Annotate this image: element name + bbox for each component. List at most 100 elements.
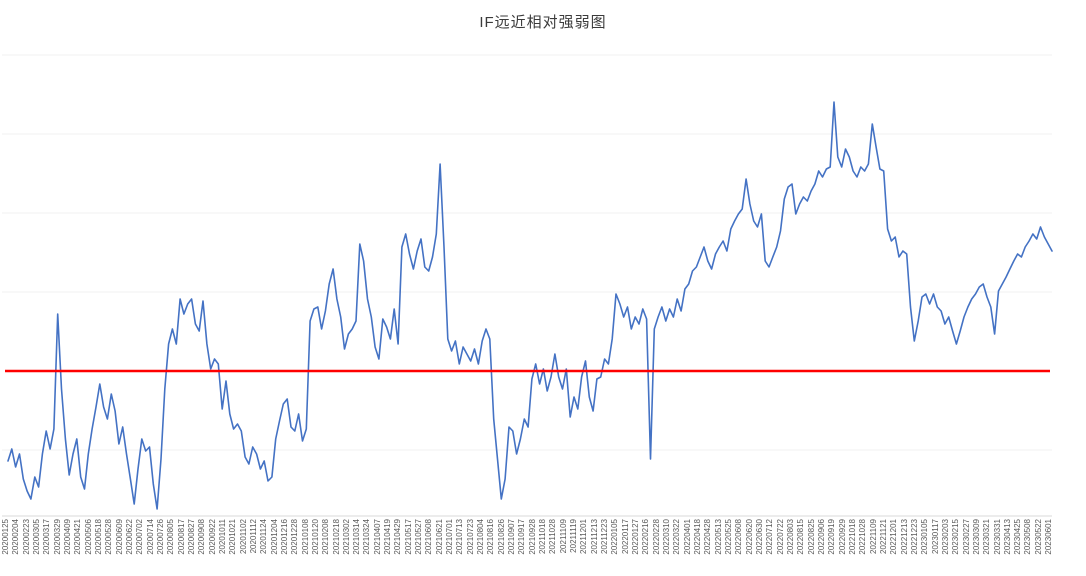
x-tick-label: 20220803 xyxy=(785,519,795,555)
x-tick-label: 20200702 xyxy=(135,519,145,555)
x-tick-label: 20220712 xyxy=(765,519,775,555)
chart-title: IF远近相对强弱图 xyxy=(479,14,607,31)
x-tick-label: 20210429 xyxy=(393,519,403,555)
x-tick-label: 20210527 xyxy=(414,519,424,555)
x-tick-label: 20220117 xyxy=(620,519,630,554)
x-tick-label: 20200805 xyxy=(166,519,176,555)
x-tick-label: 20230413 xyxy=(1002,519,1012,555)
x-tick-label: 20220722 xyxy=(775,519,785,555)
x-tick-label: 20220919 xyxy=(827,519,837,555)
x-tick-label: 20220513 xyxy=(713,519,723,555)
x-tick-label: 20200518 xyxy=(93,519,103,555)
x-tick-label: 20211119 xyxy=(569,519,579,553)
x-tick-label: 20210928 xyxy=(527,519,537,555)
x-tick-label: 20200204 xyxy=(11,519,21,555)
x-tick-label: 20221028 xyxy=(858,519,868,555)
x-tick-label: 20210621 xyxy=(434,519,444,555)
x-tick-label: 20200726 xyxy=(155,519,165,555)
x-tick-label: 20220401 xyxy=(682,519,692,555)
x-tick-label: 20211201 xyxy=(579,519,589,554)
x-tick-label: 20211028 xyxy=(548,519,558,554)
x-tick-label: 20221223 xyxy=(909,519,919,555)
x-tick-label: 20221121 xyxy=(878,519,888,554)
x-tick-label: 20210314 xyxy=(352,519,362,555)
x-tick-label: 20200922 xyxy=(207,519,217,555)
x-tick-label: 20220620 xyxy=(744,519,754,555)
x-tick-label: 20200305 xyxy=(31,519,41,555)
x-tick-label: 20230309 xyxy=(971,519,981,555)
x-tick-label: 20220525 xyxy=(723,519,733,555)
x-tick-label: 20220815 xyxy=(796,519,806,555)
x-tick-label: 20210608 xyxy=(424,519,434,555)
x-tick-label: 20221213 xyxy=(899,519,909,555)
x-tick-label: 20201228 xyxy=(290,519,300,555)
x-tick-label: 20210701 xyxy=(445,519,455,555)
x-tick-label: 20211018 xyxy=(538,519,548,554)
x-tick-label: 20200609 xyxy=(114,519,124,555)
x-tick-label: 20230321 xyxy=(982,519,992,555)
x-tick-label: 20230215 xyxy=(951,519,961,555)
x-tick-label: 20220216 xyxy=(641,519,651,555)
x-tick-label: 20220228 xyxy=(651,519,661,555)
x-tick-label: 20200817 xyxy=(176,519,186,555)
x-tick-label: 20201021 xyxy=(228,519,238,555)
x-tick-label: 20211109 xyxy=(558,519,568,554)
x-tick-label: 20220825 xyxy=(806,519,816,555)
x-tick-label: 20210108 xyxy=(300,519,310,555)
x-tick-label: 20230105 xyxy=(920,519,930,555)
x-tick-label: 20201216 xyxy=(279,519,289,555)
x-tick-label: 20220310 xyxy=(662,519,671,555)
x-tick-label: 20230601 xyxy=(1044,519,1054,555)
x-tick-label: 20230425 xyxy=(1013,519,1023,555)
x-tick-label: 20210208 xyxy=(321,519,331,555)
x-tick-label: 20230508 xyxy=(1023,519,1033,555)
x-tick-label: 20220105 xyxy=(610,519,620,555)
x-tick-label: 20220929 xyxy=(837,519,847,555)
x-tick-label: 20220608 xyxy=(734,519,744,555)
x-tick-label: 20230331 xyxy=(992,519,1002,555)
x-tick-label: 20230203 xyxy=(940,519,950,555)
x-tick-label: 20210816 xyxy=(486,519,496,555)
x-tick-label: 20210826 xyxy=(496,519,506,555)
x-tick-label: 20221109 xyxy=(868,519,878,554)
x-tick-label: 20210218 xyxy=(331,519,341,555)
x-tick-label: 20210917 xyxy=(517,519,527,555)
x-tick-label: 20220127 xyxy=(631,519,641,555)
series-line xyxy=(7,101,1053,510)
x-tick-label: 20200125 xyxy=(1,519,10,555)
x-tick-label: 20210120 xyxy=(310,519,320,555)
x-tick-label: 20200317 xyxy=(42,519,52,555)
x-tick-label: 20211223 xyxy=(600,519,610,554)
x-tick-label: 20200506 xyxy=(83,519,93,555)
x-tick-label: 20200329 xyxy=(52,519,62,555)
x-tick-label: 20211213 xyxy=(589,519,599,554)
x-tick-label: 20221018 xyxy=(847,519,857,555)
x-tick-label: 20210723 xyxy=(465,519,475,555)
x-tick-label: 20201102 xyxy=(238,519,248,554)
x-axis-tick-labels: 20200125 20200204 20200223 20200305 20200317… xyxy=(1,519,1054,555)
x-tick-label: 20201112 xyxy=(248,519,258,554)
x-tick-label: 20220418 xyxy=(692,519,702,555)
x-tick-label: 20230522 xyxy=(1033,519,1043,555)
x-tick-label: 20201204 xyxy=(269,519,279,555)
x-tick-label: 20201124 xyxy=(259,519,269,554)
x-tick-label: 20210419 xyxy=(383,519,393,555)
x-tick-label: 20210907 xyxy=(507,519,517,555)
x-tick-label: 20210302 xyxy=(341,519,351,555)
x-tick-label: 20200622 xyxy=(124,519,134,555)
x-tick-label: 20210407 xyxy=(372,519,382,555)
x-tick-label: 20220428 xyxy=(703,519,713,555)
x-tick-label: 20230117 xyxy=(930,519,940,554)
x-tick-label: 20230227 xyxy=(961,519,971,555)
x-tick-label: 20221201 xyxy=(889,519,899,555)
x-tick-label: 20200714 xyxy=(145,519,155,555)
x-tick-label: 20220630 xyxy=(754,519,764,555)
x-tick-label: 20200908 xyxy=(197,519,207,555)
x-tick-label: 20210324 xyxy=(362,519,372,555)
x-tick-label: 20200827 xyxy=(186,519,196,555)
x-tick-label: 20200421 xyxy=(73,519,83,555)
x-tick-label: 20220906 xyxy=(816,519,826,555)
x-tick-label: 20200409 xyxy=(62,519,72,555)
